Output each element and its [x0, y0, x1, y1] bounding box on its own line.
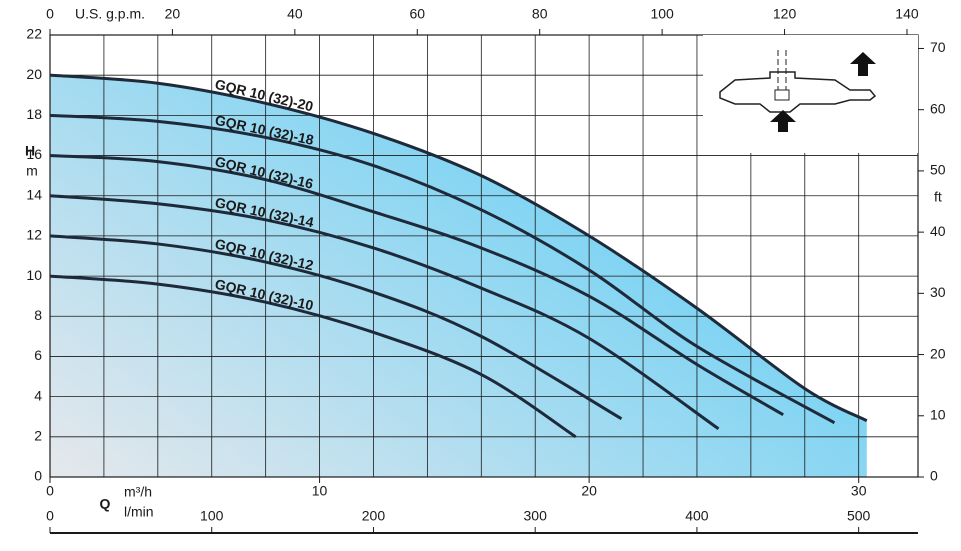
y-tick-label: 4	[34, 387, 42, 403]
lmin-tick-label: 400	[685, 508, 709, 524]
y2-tick-label: 30	[930, 284, 946, 300]
y-axis-label: H	[25, 143, 35, 159]
y-tick-label: 16	[26, 146, 42, 162]
pump-curve	[49, 154, 784, 417]
x-tick-label: 10	[312, 483, 328, 499]
pump-curve	[49, 194, 720, 431]
y-tick-label: 6	[34, 347, 42, 363]
x-tick-label: 20	[581, 483, 597, 499]
lmin-axis-label: l/min	[124, 504, 154, 520]
top-tick-label: 120	[773, 6, 797, 22]
y-tick-label: 10	[26, 267, 42, 283]
y-tick-label: 0	[34, 468, 42, 484]
top-tick-label: 20	[165, 6, 181, 22]
plot-frame	[49, 34, 919, 478]
y2-tick-label: 70	[930, 39, 946, 55]
top-tick-label: 100	[650, 6, 674, 22]
pump-curve	[49, 234, 623, 421]
lmin-tick-label: 100	[200, 508, 224, 524]
y-tick-label: 22	[26, 26, 42, 42]
top-tick-label: 140	[895, 6, 919, 22]
inset-diagram	[703, 35, 918, 153]
y-tick-label: 8	[34, 307, 42, 323]
lmin-tick-label: 200	[362, 508, 386, 524]
lmin-tick-label: 500	[847, 508, 871, 524]
pump-curve	[49, 113, 836, 425]
pump-curve	[49, 274, 577, 439]
top-tick-label: 80	[532, 6, 548, 22]
y2-tick-label: 0	[930, 468, 938, 484]
top-tick-label: 60	[409, 6, 425, 22]
y-tick-label: 12	[26, 227, 42, 243]
lmin-tick-label: 0	[46, 508, 54, 524]
y-tick-label: 20	[26, 66, 42, 82]
y2-axis-label: ft	[934, 189, 942, 205]
x-tick-label: 0	[46, 483, 54, 499]
x-axis-label: m³/h	[124, 484, 152, 500]
top-axis-label: U.S. g.p.m.	[75, 6, 145, 22]
top-tick-label: 0	[46, 6, 54, 22]
top-tick-label: 40	[287, 6, 303, 22]
y2-tick-label: 10	[930, 406, 946, 422]
y2-tick-label: 50	[930, 162, 946, 178]
y2-tick-label: 60	[930, 100, 946, 116]
x-axis-symbol: Q	[100, 496, 111, 512]
y-tick-label: 14	[26, 186, 42, 202]
y-tick-label: 18	[26, 106, 42, 122]
y2-tick-label: 20	[930, 345, 946, 361]
pump-curve	[49, 73, 868, 423]
lmin-tick-label: 300	[524, 508, 548, 524]
y-axis-unit: m	[26, 163, 38, 179]
y-tick-label: 2	[34, 428, 42, 444]
x-tick-label: 30	[851, 483, 867, 499]
y2-tick-label: 40	[930, 223, 946, 239]
